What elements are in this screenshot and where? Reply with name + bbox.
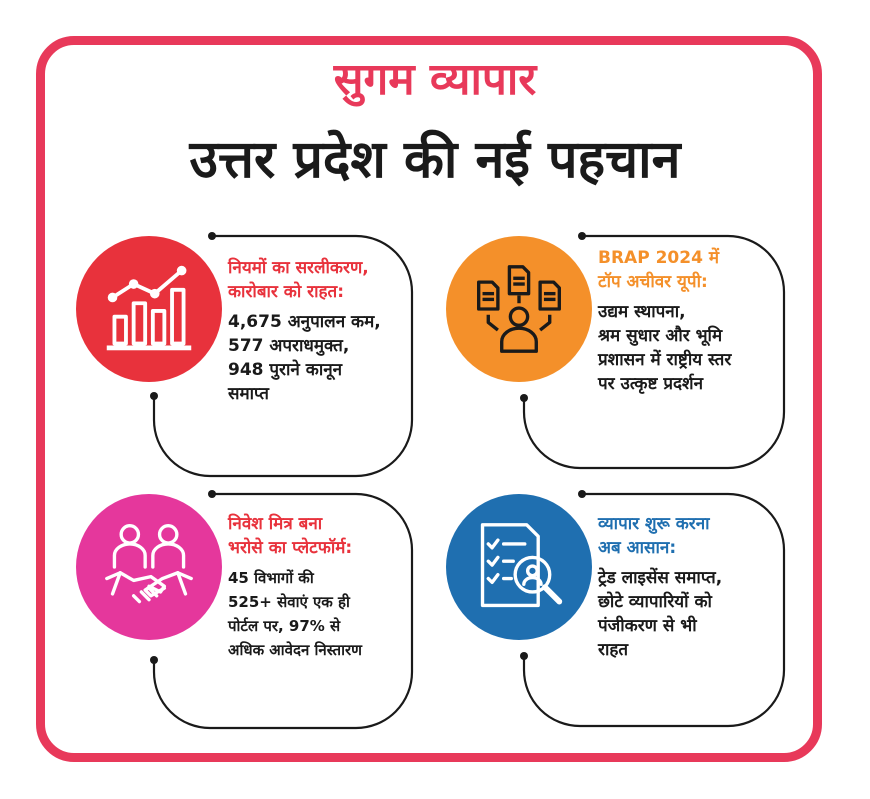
poster-frame — [36, 36, 822, 762]
card-1-body: 4,675 अनुपालन कम, 577 अपराधमुक्त, 948 पु… — [228, 312, 381, 404]
card-2-icon-circle — [446, 236, 592, 382]
card-3-text: निवेश मित्र बना भरोसे का प्लेटफॉर्म: 45 … — [228, 512, 362, 662]
card-3-heading: निवेश मित्र बना भरोसे का प्लेटफॉर्म: — [228, 514, 353, 558]
card-2-text: BRAP 2024 में टॉप अचीवर यूपी: उद्यम स्था… — [598, 246, 731, 396]
card-1-heading: नियमों का सरलीकरण, कारोबार को राहत: — [228, 258, 369, 302]
card-4-icon-circle — [446, 494, 592, 640]
card-2-heading: BRAP 2024 में टॉप अचीवर यूपी: — [598, 248, 719, 292]
card-4-text: व्यापार शुरू करना अब आसान: ट्रेड लाइसेंस… — [598, 512, 722, 662]
poster-subtitle: उत्तर प्रदेश की नई पहचान — [189, 130, 681, 190]
card-2-body: उद्यम स्थापना, श्रम सुधार और भूमि प्रशास… — [598, 302, 732, 394]
card-3-icon-circle — [76, 494, 222, 640]
card-1-icon-circle — [76, 236, 222, 382]
person-documents-icon — [477, 265, 561, 353]
handshake-people-icon — [105, 524, 193, 604]
card-4-body: ट्रेड लाइसेंस समाप्त, छोटे व्यापारियों क… — [598, 568, 723, 660]
card-4-heading: व्यापार शुरू करना अब आसान: — [598, 514, 710, 558]
card-1-text: नियमों का सरलीकरण, कारोबार को राहत: 4,67… — [228, 256, 381, 406]
rising-bar-chart-icon — [106, 265, 192, 351]
card-3-body: 45 विभागों की 525+ सेवाएं एक ही पोर्टल प… — [228, 569, 362, 659]
checklist-search-icon — [480, 523, 563, 608]
poster-title: सुगम व्यापार — [333, 54, 537, 105]
